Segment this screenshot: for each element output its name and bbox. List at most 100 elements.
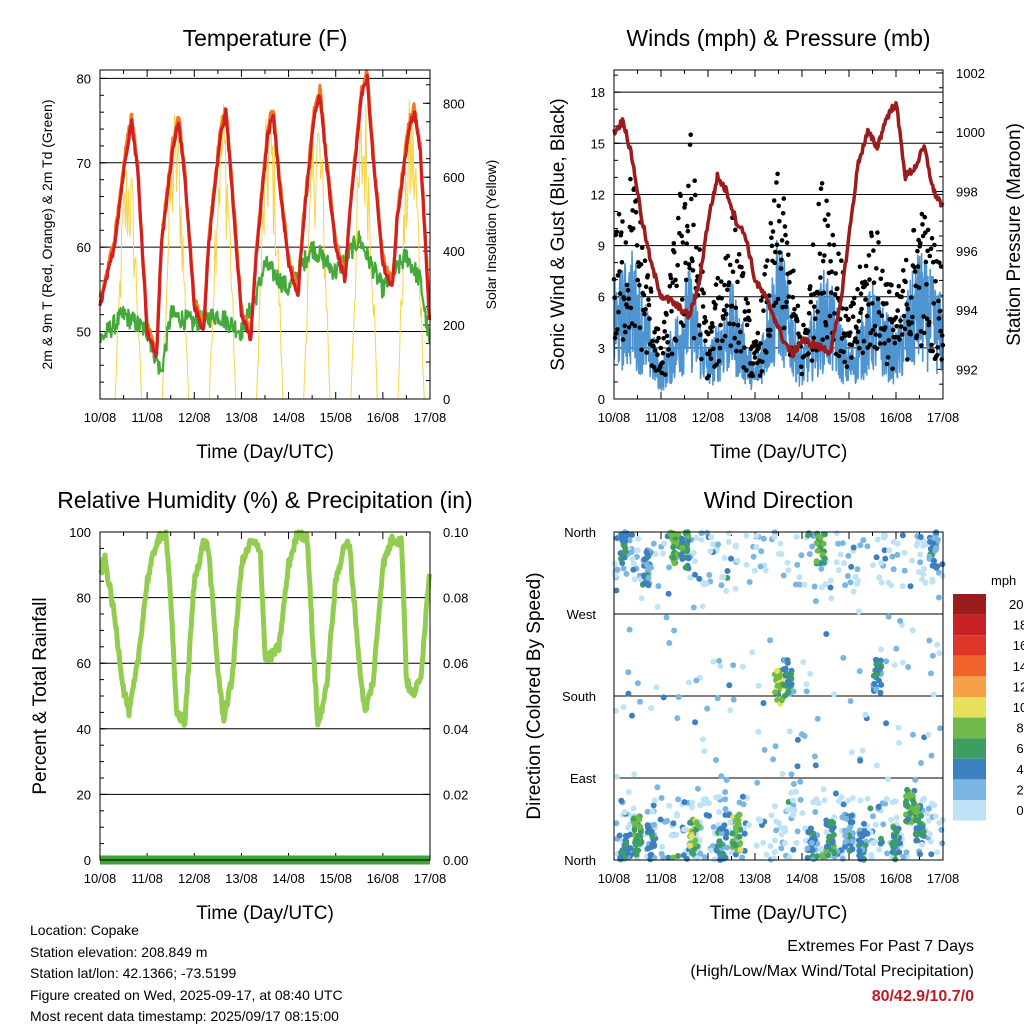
- x-tick-label: 12/08: [178, 410, 211, 425]
- gust-point: [710, 324, 715, 329]
- direction-point: [710, 658, 717, 665]
- direction-point: [838, 794, 845, 801]
- gust-point: [806, 351, 811, 356]
- gust-point: [777, 250, 783, 255]
- pressure-line: [612, 101, 945, 359]
- gust-point: [668, 275, 674, 281]
- chart-panels: Temperature (F) Time (Day/UTC) 10/08 11/08 1…: [30, 25, 1024, 924]
- direction-point: [726, 682, 733, 689]
- direction-point: [813, 796, 820, 802]
- y-axis-label: Sonic Wind & Gust (Blue, Black): [548, 98, 569, 370]
- direction-point: [823, 843, 830, 850]
- direction-point: [790, 812, 796, 818]
- direction-point: [644, 808, 651, 815]
- gust-point: [650, 338, 655, 344]
- gust-point: [757, 373, 763, 378]
- gust-point: [723, 311, 729, 317]
- gust-point: [621, 296, 627, 302]
- direction-point: [914, 804, 921, 810]
- gust-point: [930, 348, 935, 354]
- wind-line: [613, 240, 944, 392]
- gust-point: [673, 338, 679, 343]
- direction-point: [932, 813, 939, 820]
- legend-label: 6: [1016, 741, 1023, 756]
- gust-point: [923, 230, 928, 235]
- direction-point: [700, 800, 707, 807]
- direction-point: [814, 547, 821, 554]
- gust-point: [701, 290, 706, 296]
- direction-point: [717, 663, 724, 670]
- gust-point: [692, 178, 697, 183]
- y-tick-label: 3: [598, 341, 605, 356]
- gust-point: [699, 356, 704, 362]
- gust-point: [739, 265, 744, 270]
- x-tick-label: 16/08: [367, 410, 400, 425]
- direction-point: [792, 581, 799, 588]
- y-tick-label: 12: [591, 187, 605, 202]
- direction-point: [839, 855, 846, 862]
- direction-point: [654, 784, 661, 791]
- direction-point: [688, 849, 695, 856]
- direction-point: [627, 845, 634, 852]
- direction-point: [786, 728, 793, 735]
- gust-point: [871, 248, 876, 253]
- gust-point: [861, 338, 867, 344]
- gust-point: [827, 242, 832, 247]
- y2-axis-label: Station Pressure (Maroon): [1004, 123, 1024, 346]
- gust-point: [648, 289, 654, 294]
- direction-point: [919, 797, 926, 804]
- direction-point: [696, 575, 703, 582]
- gust-point: [778, 266, 784, 271]
- direction-point: [822, 581, 829, 588]
- direction-point: [891, 662, 898, 669]
- direction-point: [693, 677, 700, 684]
- direction-point: [767, 637, 774, 644]
- direction-point: [675, 853, 681, 859]
- direction-point: [884, 776, 891, 783]
- chart-title: Relative Humidity (%) & Precipitation (i…: [57, 487, 472, 513]
- gust-point: [672, 249, 677, 255]
- direction-point: [760, 839, 767, 846]
- direction-point: [847, 579, 854, 586]
- gust-point: [653, 368, 658, 373]
- gust-point: [722, 282, 727, 288]
- direction-point: [918, 831, 925, 838]
- direction-point: [632, 820, 638, 827]
- direction-point: [649, 833, 656, 840]
- direction-point: [768, 812, 775, 819]
- gust-point: [669, 309, 674, 314]
- gust-point: [916, 285, 922, 290]
- gust-point: [774, 180, 779, 185]
- direction-point: [718, 582, 725, 589]
- gust-point: [769, 235, 774, 241]
- direction-point: [692, 719, 699, 726]
- direction-point: [750, 553, 757, 560]
- y-tick-label: 80: [77, 591, 91, 606]
- gust-point: [647, 316, 652, 322]
- gust-point: [876, 240, 881, 245]
- gust-point: [665, 353, 671, 358]
- direction-point: [614, 566, 621, 573]
- direction-point: [896, 739, 903, 746]
- gust-point: [832, 292, 838, 297]
- direction-point: [737, 846, 744, 853]
- direction-point: [618, 797, 625, 804]
- direction-point: [854, 566, 861, 573]
- direction-point: [874, 536, 881, 543]
- gust-point: [615, 327, 620, 332]
- gust-point: [784, 240, 790, 245]
- direction-point: [873, 762, 880, 769]
- direction-point: [683, 548, 690, 555]
- gust-point: [852, 295, 857, 301]
- direction-point: [804, 854, 811, 861]
- direction-point: [718, 825, 724, 832]
- direction-point: [784, 657, 791, 664]
- gust-point: [780, 211, 786, 216]
- gust-point: [743, 296, 749, 302]
- gust-point: [897, 337, 902, 342]
- direction-point: [828, 818, 835, 825]
- direction-point: [683, 855, 690, 862]
- direction-point: [682, 564, 689, 571]
- gust-point: [676, 215, 681, 221]
- direction-point: [848, 749, 855, 756]
